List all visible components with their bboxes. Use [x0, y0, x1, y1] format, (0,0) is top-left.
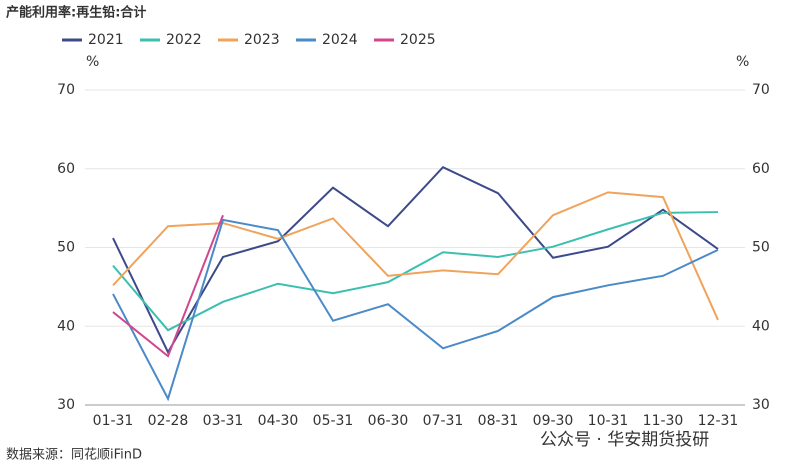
x-tick-label: 09-30 — [533, 413, 574, 429]
line-series — [112, 211, 719, 332]
x-tick-label: 03-31 — [203, 413, 244, 429]
x-tick-label: 02-28 — [148, 413, 189, 429]
x-tick-label: 01-31 — [93, 413, 134, 429]
chart-title: 产能利用率:再生铅:合计 — [6, 5, 146, 21]
y2-tick-label: 30 — [752, 397, 770, 413]
x-tick-label: 05-31 — [313, 413, 354, 429]
y2-tick-label: 70 — [752, 82, 770, 98]
line-series — [112, 214, 224, 358]
y2-tick-label: 40 — [752, 318, 770, 334]
x-tick-label: 04-30 — [258, 413, 299, 429]
watermark: 公众号 · 华安期货投研 — [540, 430, 709, 450]
y2-axis-label: % — [736, 54, 749, 70]
legend-label: 2024 — [322, 32, 358, 48]
x-tick-label: 12-31 — [698, 413, 739, 429]
legend-label: 2022 — [166, 32, 202, 48]
line-series — [112, 218, 719, 402]
source: 数据来源：同花顺iFinD — [6, 447, 142, 463]
legend-label: 2023 — [244, 32, 280, 48]
line-series — [112, 191, 719, 321]
line-series — [112, 165, 719, 355]
y-tick-label: 70 — [57, 82, 75, 98]
legend-label: 2025 — [400, 32, 436, 48]
y-tick-label: 30 — [57, 397, 75, 413]
y-tick-label: 40 — [57, 318, 75, 334]
y-tick-label: 60 — [57, 161, 75, 177]
x-tick-label: 08-31 — [478, 413, 519, 429]
legend-label: 2021 — [88, 32, 124, 48]
y-axis-label: % — [86, 54, 99, 70]
x-tick-label: 07-31 — [423, 413, 464, 429]
y2-tick-label: 50 — [752, 240, 770, 256]
x-tick-label: 06-30 — [368, 413, 409, 429]
y2-tick-label: 60 — [752, 161, 770, 177]
y-tick-label: 50 — [57, 240, 75, 256]
x-tick-label: 10-31 — [588, 413, 629, 429]
x-tick-label: 11-30 — [643, 413, 684, 429]
